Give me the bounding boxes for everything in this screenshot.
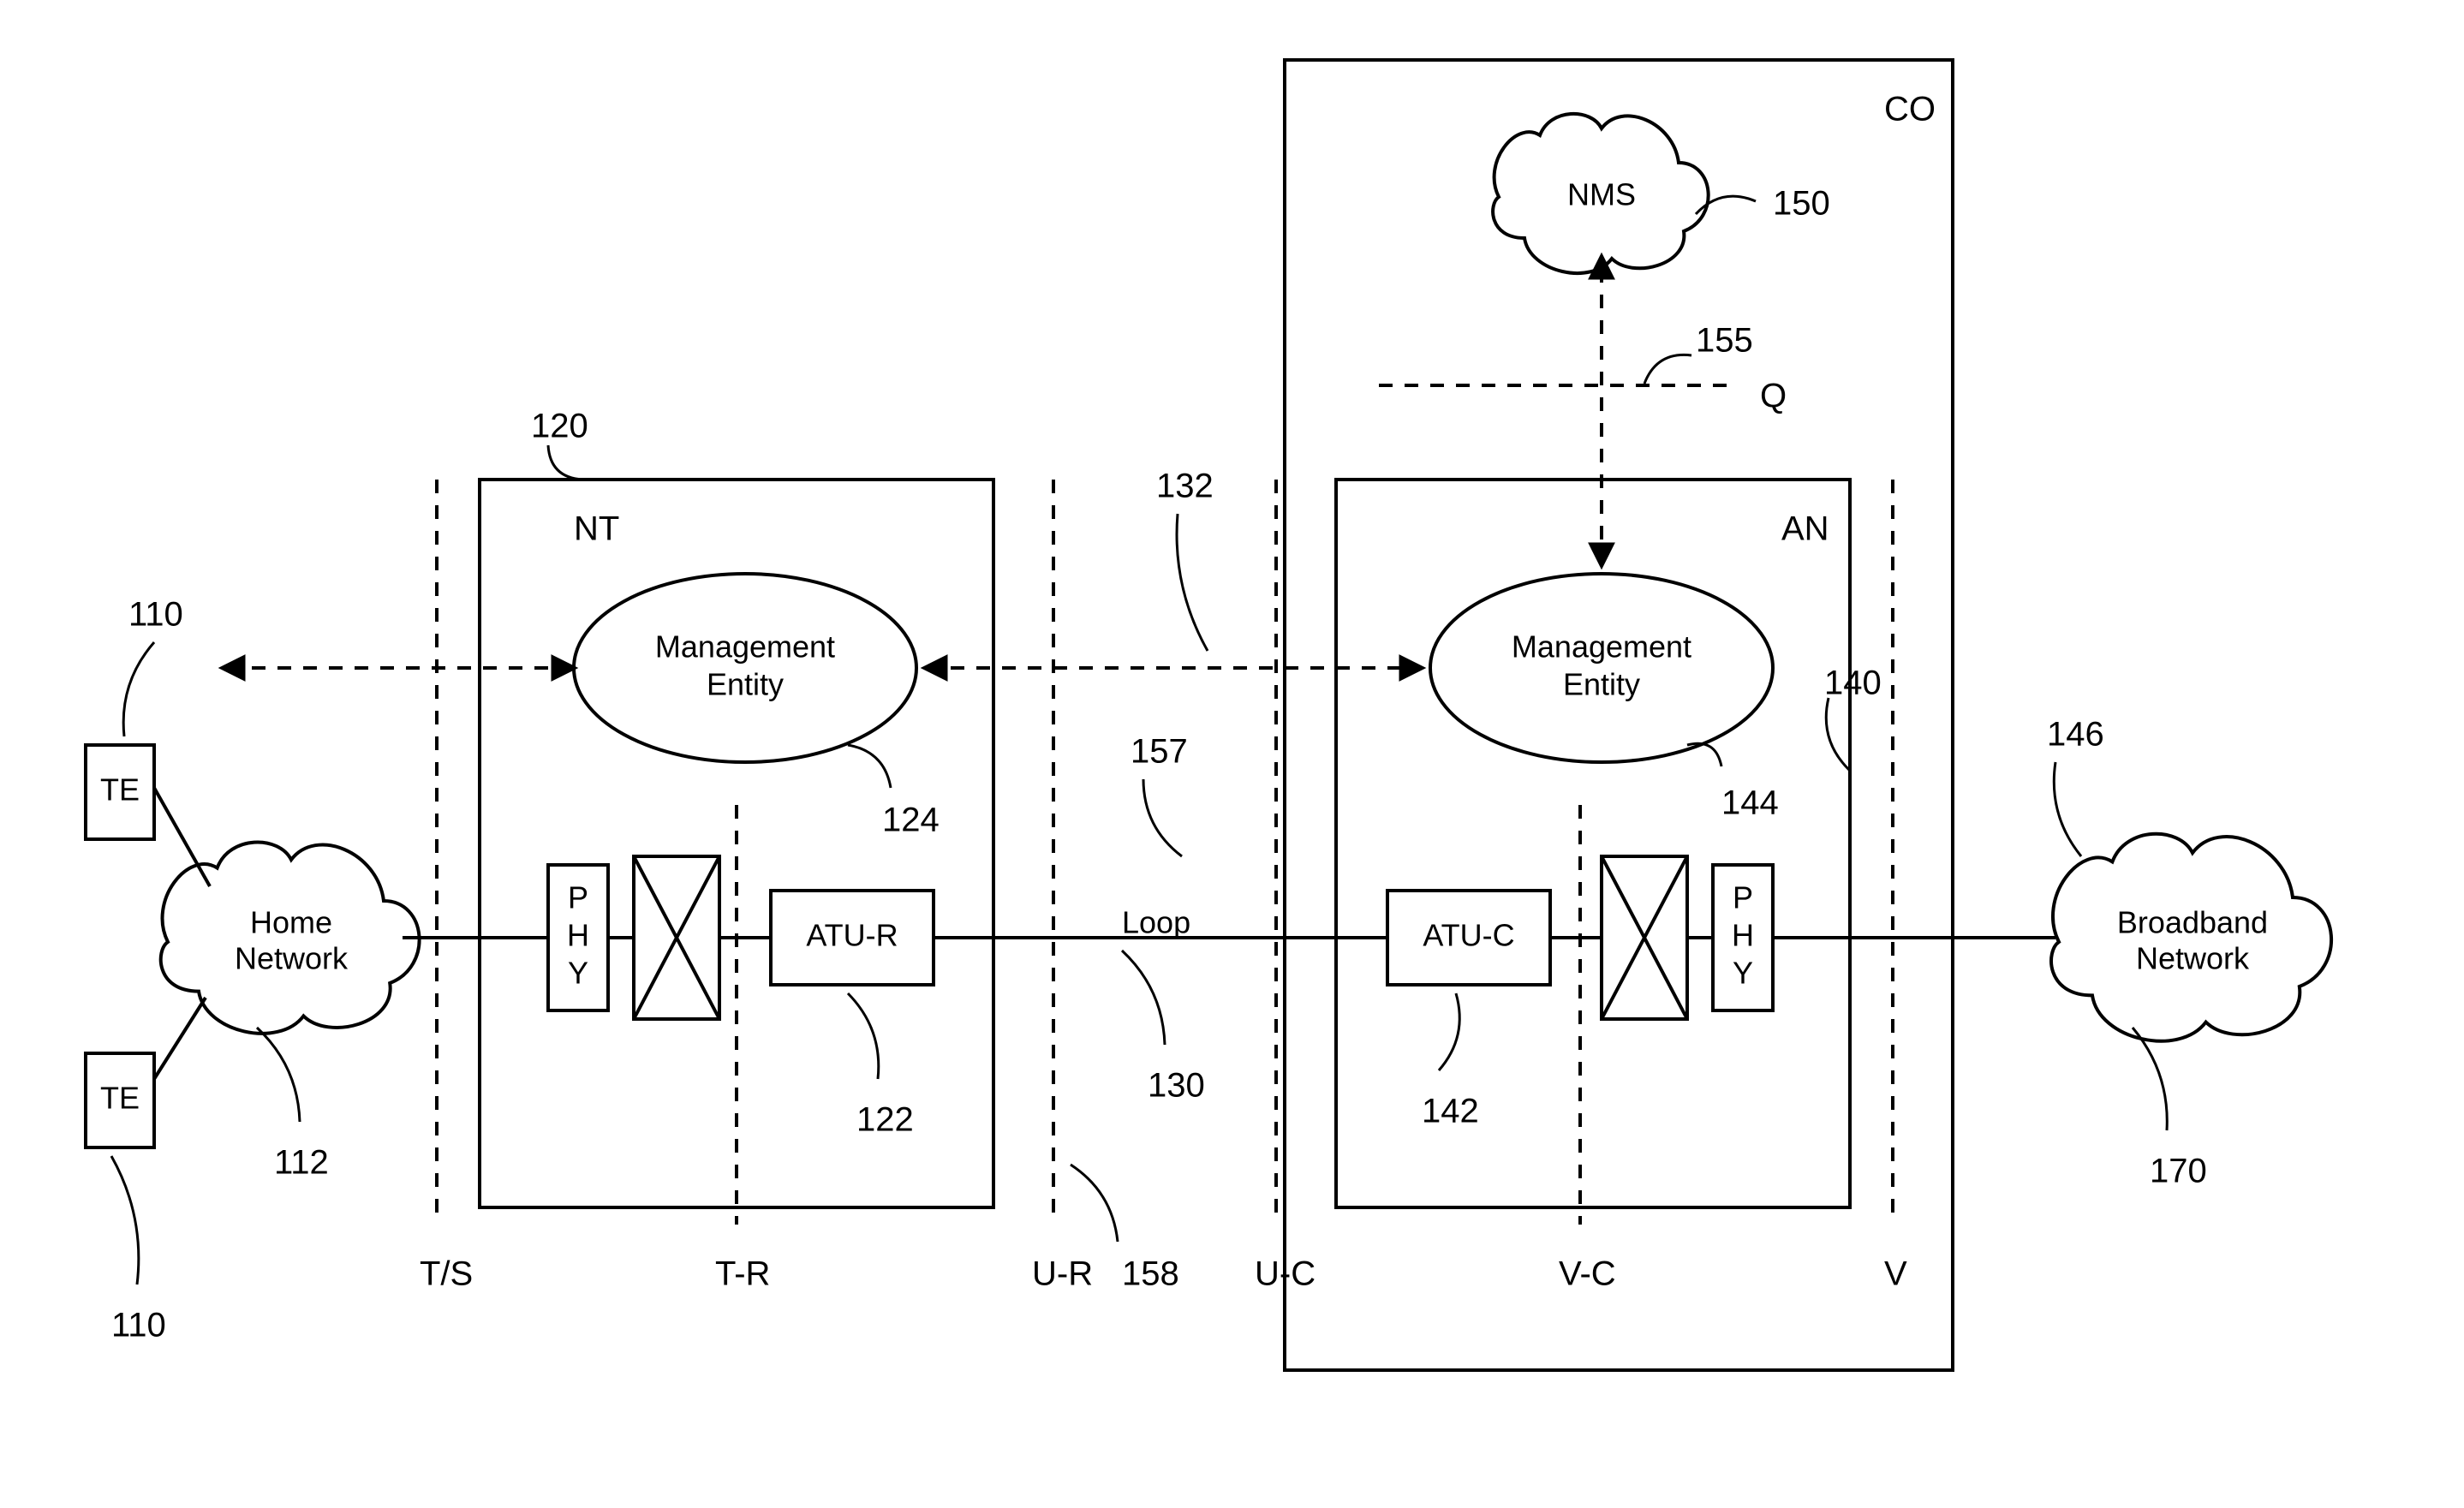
ref-144-13: 144 <box>1721 784 1779 822</box>
phy_l-vlabel-2: Y <box>568 956 588 991</box>
iface-label-2: U-R <box>1032 1255 1093 1293</box>
home-label2: Network <box>235 941 349 976</box>
ref-lead-132-7 <box>1177 514 1208 651</box>
ref-146-15: 146 <box>2047 716 2104 754</box>
ref-lead-130-6 <box>1122 951 1165 1045</box>
nt-title: NT <box>574 510 619 548</box>
q-label: Q <box>1760 378 1787 415</box>
ref-lead-170-16 <box>2133 1028 2167 1130</box>
nms-label: NMS <box>1567 177 1636 212</box>
ref-lead-110-1 <box>111 1156 139 1284</box>
ref-140-12: 140 <box>1824 665 1882 702</box>
ref-lead-146-15 <box>2054 762 2081 856</box>
phy_l-vlabel-0: P <box>568 880 588 915</box>
co-box <box>1285 60 1953 1370</box>
ref-110-1: 110 <box>111 1307 166 1344</box>
ref-150-8: 150 <box>1773 185 1830 223</box>
mgmt_an-label1: Management <box>1512 629 1691 665</box>
ref-lead-112-2 <box>257 1028 300 1122</box>
ref-lead-155-9 <box>1644 355 1691 384</box>
home-label1: Home <box>250 905 332 940</box>
ref-112-2: 112 <box>274 1144 329 1182</box>
loop-label: Loop <box>1122 905 1190 940</box>
an-box <box>1336 480 1850 1207</box>
iface-label-3: U-C <box>1255 1255 1316 1293</box>
ref-lead-120-3 <box>548 445 582 480</box>
an-title: AN <box>1781 510 1829 548</box>
broadband-label2: Network <box>2136 941 2250 976</box>
co-title: CO <box>1884 91 1936 128</box>
ref-lead-157-10 <box>1143 779 1182 856</box>
mgmt_nt-label1: Management <box>655 629 835 665</box>
phy_r-vlabel-2: Y <box>1733 956 1753 991</box>
broadband-label1: Broadband <box>2117 905 2268 940</box>
ref-lead-142-14 <box>1439 993 1459 1070</box>
iface-label-0: T/S <box>420 1255 473 1293</box>
ref-132-7: 132 <box>1156 468 1214 505</box>
ref-157-10: 157 <box>1131 733 1188 771</box>
mgmt_an-label2: Entity <box>1563 667 1640 702</box>
atur-label: ATU-R <box>806 918 898 953</box>
phy_r-vlabel-1: H <box>1732 918 1754 953</box>
ref-lead-110-0 <box>123 642 154 736</box>
ref-158-11: 158 <box>1122 1255 1179 1293</box>
solid-line-1 <box>154 998 206 1079</box>
iface-label-1: T-R <box>715 1255 770 1293</box>
ref-170-16: 170 <box>2150 1153 2207 1190</box>
iface-label-4: V-C <box>1559 1255 1616 1293</box>
phy_r-vlabel-0: P <box>1733 880 1753 915</box>
ref-110-0: 110 <box>128 596 183 634</box>
ref-124-4: 124 <box>882 802 940 839</box>
phy_l-vlabel-1: H <box>567 918 589 953</box>
ref-142-14: 142 <box>1422 1093 1479 1130</box>
ref-130-6: 130 <box>1148 1067 1205 1105</box>
te1-label: TE <box>100 772 140 808</box>
ref-155-9: 155 <box>1696 322 1753 360</box>
iface-label-5: V <box>1884 1255 1907 1293</box>
ref-lead-158-11 <box>1071 1165 1118 1242</box>
ref-lead-140-12 <box>1826 698 1850 771</box>
ref-120-3: 120 <box>531 408 588 445</box>
atuc-label: ATU-C <box>1423 918 1514 953</box>
mgmt_nt-label2: Entity <box>707 667 784 702</box>
ref-lead-124-4 <box>848 745 891 788</box>
ref-122-5: 122 <box>856 1101 914 1139</box>
ref-lead-122-5 <box>848 993 879 1079</box>
te2-label: TE <box>100 1081 140 1116</box>
